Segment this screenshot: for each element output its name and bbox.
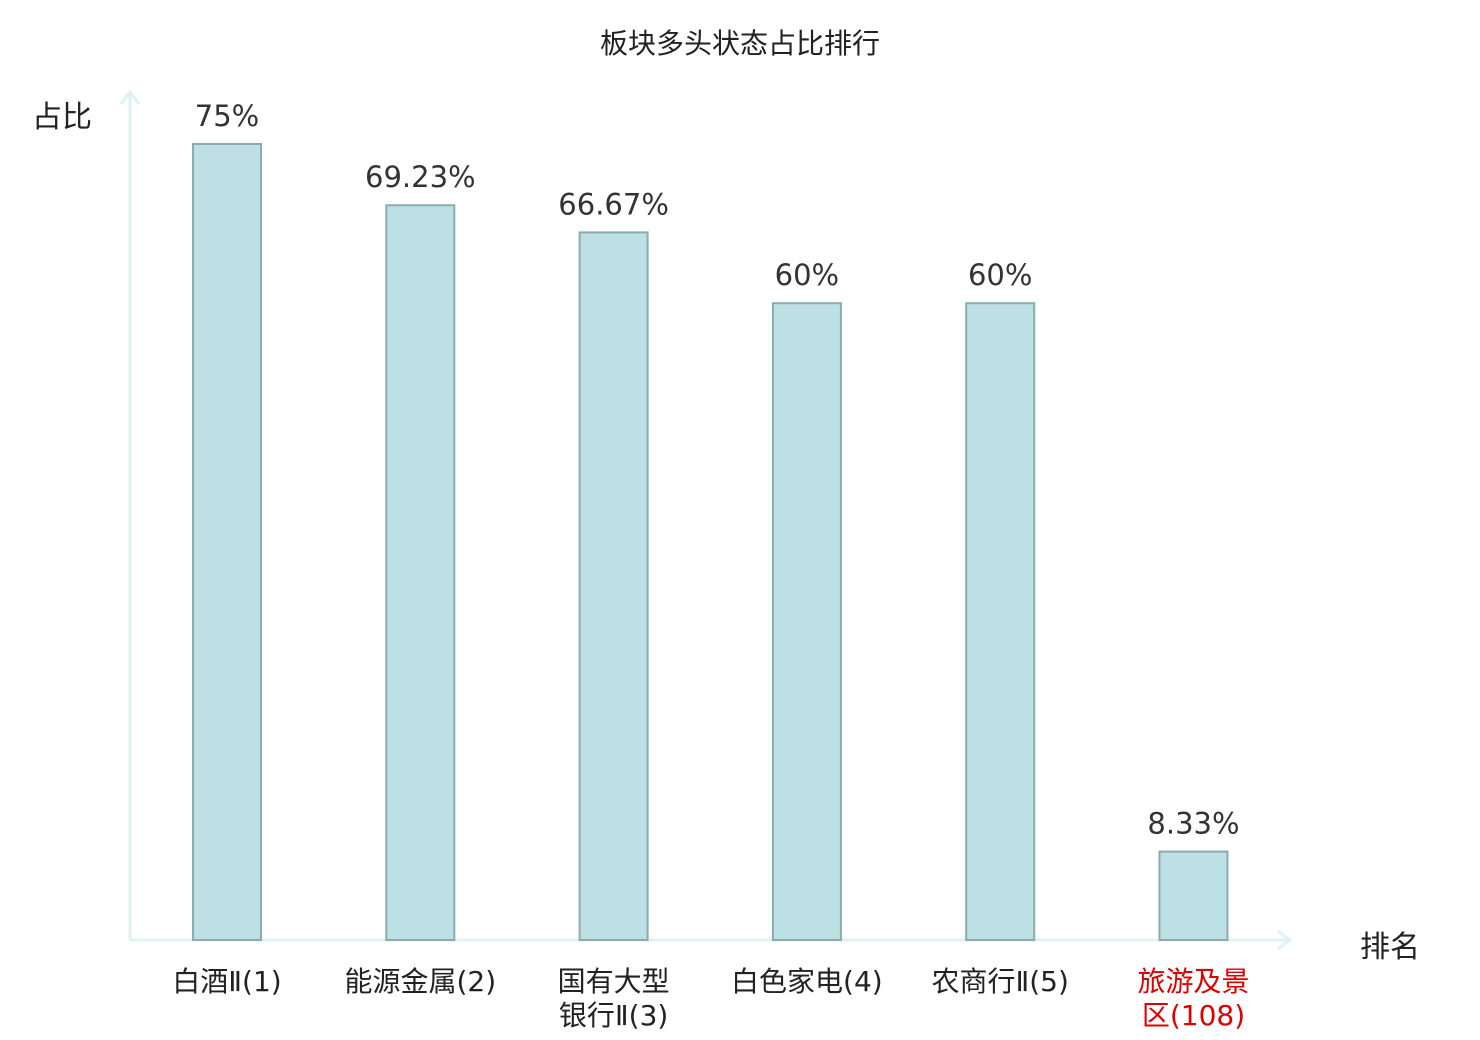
bar — [965, 302, 1036, 941]
bar — [385, 204, 456, 941]
x-tick-label-line: 能源金属(2) — [344, 965, 497, 998]
x-tick-label: 能源金属(2) — [330, 965, 510, 999]
x-tick-label-line: 旅游及景 — [1137, 965, 1250, 998]
bar-value-label: 8.33% — [1147, 807, 1239, 841]
x-axis-arrow — [1277, 929, 1293, 951]
x-tick-label-line: 农商行Ⅱ(5) — [931, 965, 1069, 998]
x-tick-label: 白色家电(4) — [717, 965, 897, 999]
x-tick-label: 旅游及景 区(108) — [1104, 965, 1284, 1033]
x-axis-label: 排名 — [1360, 930, 1420, 965]
bar-value-label: 60% — [968, 258, 1032, 292]
x-tick-label: 国有大型 银行Ⅱ(3) — [524, 965, 704, 1033]
bar-value-label: 60% — [775, 258, 839, 292]
x-tick-label-line: 白色家电(4) — [731, 965, 883, 998]
bar — [771, 302, 842, 941]
x-tick-label-line: 银行Ⅱ(3) — [558, 999, 669, 1032]
bar — [1158, 850, 1229, 942]
y-axis-arrow — [119, 89, 141, 105]
bar — [192, 143, 262, 941]
x-tick-label-line: 国有大型 — [557, 965, 670, 998]
bar — [578, 231, 649, 942]
x-tick-label-line: 白酒Ⅱ(1) — [172, 965, 282, 998]
x-tick-label: 农商行Ⅱ(5) — [910, 965, 1090, 999]
x-tick-label: 白酒Ⅱ(1) — [137, 965, 317, 999]
bar-value-label: 69.23% — [365, 160, 476, 194]
bar-value-label: 66.67% — [558, 187, 669, 221]
x-tick-label-line: 区(108) — [1141, 999, 1246, 1032]
bar-value-label: 75% — [195, 99, 259, 133]
chart-title: 板块多头状态占比排行 — [599, 27, 880, 60]
y-axis-label: 占比 — [32, 100, 92, 135]
